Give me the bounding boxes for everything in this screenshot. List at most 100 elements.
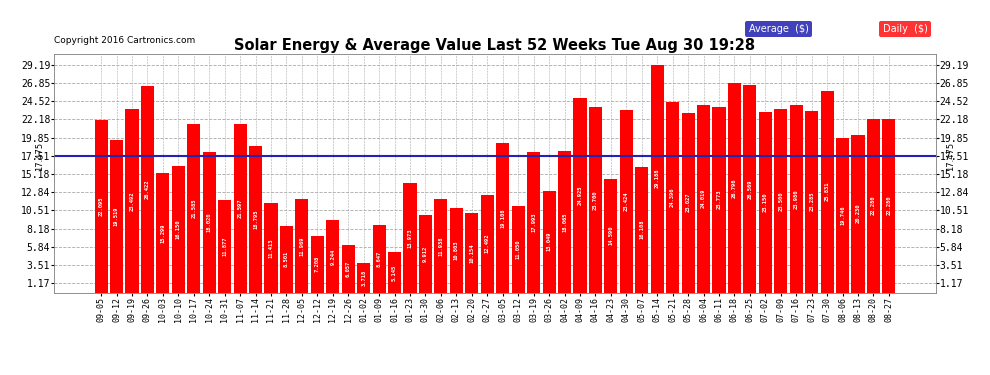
Bar xyxy=(248,146,262,292)
Bar xyxy=(311,236,324,292)
Text: 9.912: 9.912 xyxy=(423,246,428,262)
Bar xyxy=(681,113,695,292)
Bar xyxy=(620,110,633,292)
Text: 23.424: 23.424 xyxy=(624,191,629,211)
Bar xyxy=(203,152,216,292)
Bar xyxy=(666,102,679,292)
Text: 26.569: 26.569 xyxy=(747,179,752,198)
Bar xyxy=(496,143,509,292)
Text: 9.244: 9.244 xyxy=(331,248,336,264)
Text: 8.647: 8.647 xyxy=(376,251,381,267)
Text: 19.519: 19.519 xyxy=(114,207,119,226)
Bar xyxy=(790,105,803,292)
Text: 23.492: 23.492 xyxy=(130,191,135,210)
Bar xyxy=(558,152,571,292)
Text: 5.145: 5.145 xyxy=(392,264,397,280)
Text: 25.831: 25.831 xyxy=(825,182,830,201)
Bar xyxy=(171,166,185,292)
Bar xyxy=(743,85,756,292)
Text: 3.718: 3.718 xyxy=(361,270,366,286)
Bar xyxy=(372,225,386,292)
Text: 22.095: 22.095 xyxy=(99,196,104,216)
Text: 11.938: 11.938 xyxy=(439,236,444,256)
Text: 13.973: 13.973 xyxy=(408,228,413,248)
Text: 23.980: 23.980 xyxy=(794,189,799,209)
Bar xyxy=(836,138,849,292)
Bar xyxy=(234,124,247,292)
Text: 24.396: 24.396 xyxy=(670,188,675,207)
Text: 22.280: 22.280 xyxy=(871,196,876,215)
Text: 11.050: 11.050 xyxy=(516,240,521,259)
Text: 11.877: 11.877 xyxy=(222,236,227,256)
Bar xyxy=(327,220,340,292)
Bar xyxy=(867,118,880,292)
Text: 12.492: 12.492 xyxy=(485,234,490,254)
Text: 23.027: 23.027 xyxy=(686,193,691,212)
Text: Copyright 2016 Cartronics.com: Copyright 2016 Cartronics.com xyxy=(54,36,196,45)
Bar xyxy=(481,195,494,292)
Legend: Daily  ($): Daily ($) xyxy=(879,21,931,37)
Bar xyxy=(218,200,232,292)
Text: 18.065: 18.065 xyxy=(562,212,567,232)
Bar xyxy=(604,178,618,292)
Text: 20.230: 20.230 xyxy=(855,204,860,223)
Text: 23.150: 23.150 xyxy=(763,192,768,212)
Bar xyxy=(388,252,401,292)
Text: 23.773: 23.773 xyxy=(717,190,722,210)
Text: 11.413: 11.413 xyxy=(268,238,273,258)
Bar xyxy=(882,118,896,292)
Text: 17.993: 17.993 xyxy=(531,213,537,232)
Bar xyxy=(342,245,354,292)
Text: 18.795: 18.795 xyxy=(253,209,258,229)
Bar xyxy=(419,215,432,292)
Text: 21.597: 21.597 xyxy=(238,198,243,218)
Bar xyxy=(851,135,864,292)
Text: 21.585: 21.585 xyxy=(191,198,196,218)
Text: 24.019: 24.019 xyxy=(701,189,706,209)
Text: 26.796: 26.796 xyxy=(732,178,737,198)
Bar xyxy=(728,83,742,292)
Bar xyxy=(404,183,417,292)
Bar xyxy=(449,208,463,292)
Text: 14.590: 14.590 xyxy=(609,226,614,245)
Bar xyxy=(774,109,787,292)
Text: 13.049: 13.049 xyxy=(546,232,551,251)
Text: 19.108: 19.108 xyxy=(500,208,505,228)
Text: 10.803: 10.803 xyxy=(453,241,459,260)
Text: 17.475: 17.475 xyxy=(946,141,955,171)
Title: Solar Energy & Average Value Last 52 Weeks Tue Aug 30 19:28: Solar Energy & Average Value Last 52 Wee… xyxy=(235,38,755,53)
Bar xyxy=(713,107,726,292)
Bar xyxy=(821,91,834,292)
Text: 8.501: 8.501 xyxy=(284,251,289,267)
Text: 16.108: 16.108 xyxy=(640,220,644,239)
Bar xyxy=(435,199,447,292)
Text: 23.700: 23.700 xyxy=(593,190,598,210)
Bar xyxy=(357,264,370,292)
Bar xyxy=(573,98,586,292)
Bar xyxy=(94,120,108,292)
Bar xyxy=(527,152,541,292)
Bar xyxy=(141,86,154,292)
Text: 18.020: 18.020 xyxy=(207,212,212,232)
Text: 16.150: 16.150 xyxy=(176,220,181,239)
Bar xyxy=(295,199,309,292)
Text: 24.925: 24.925 xyxy=(577,186,582,205)
Bar xyxy=(697,105,710,292)
Bar xyxy=(156,173,169,292)
Text: 10.154: 10.154 xyxy=(469,243,474,262)
Text: 15.299: 15.299 xyxy=(160,223,165,243)
Bar xyxy=(636,167,648,292)
Bar xyxy=(465,213,478,292)
Text: 23.500: 23.500 xyxy=(778,191,783,210)
Text: 6.057: 6.057 xyxy=(346,261,350,277)
Text: 22.280: 22.280 xyxy=(886,196,891,215)
Text: 17.475: 17.475 xyxy=(35,141,44,171)
Bar xyxy=(805,111,819,292)
Text: 11.969: 11.969 xyxy=(299,236,304,255)
Bar xyxy=(187,124,200,292)
Bar xyxy=(650,64,663,292)
Bar xyxy=(758,112,772,292)
Bar xyxy=(126,109,139,292)
Bar xyxy=(110,140,123,292)
Bar xyxy=(543,190,555,292)
